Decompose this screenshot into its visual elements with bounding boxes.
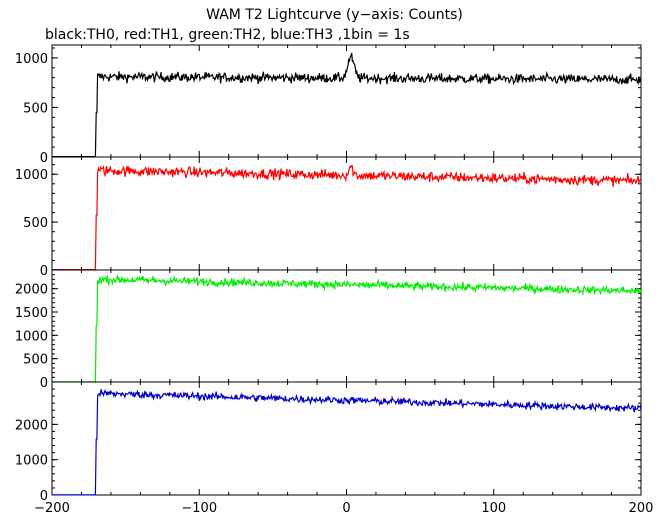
x-tick-label: −200 xyxy=(34,501,70,515)
series-line-th2 xyxy=(52,274,642,383)
series-line-th0 xyxy=(52,52,642,158)
series-line-th3 xyxy=(52,389,642,496)
y-tick-label: 2000 xyxy=(15,283,48,298)
panel-th0: 0 500 1000 xyxy=(15,44,642,166)
y-tick-label: 0 xyxy=(40,489,48,504)
x-tick-label: 100 xyxy=(481,501,506,515)
y-tick-label: 1000 xyxy=(15,454,48,469)
y-tick-label: 2000 xyxy=(15,418,48,433)
panel-th1: 0 500 1000 xyxy=(15,156,642,279)
y-tick-label: 500 xyxy=(23,101,48,116)
x-tick-label: −100 xyxy=(181,501,217,515)
series-line-th1 xyxy=(52,165,642,271)
y-tick-label: 0 xyxy=(40,264,48,279)
panel-th3: 0 1000 2000 xyxy=(15,381,642,504)
y-tick-label: 0 xyxy=(40,151,48,166)
y-tick-label: 1000 xyxy=(15,168,48,183)
y-tick-label: 500 xyxy=(23,353,48,368)
y-tick-label: 1000 xyxy=(15,329,48,344)
y-tick-label: 500 xyxy=(23,216,48,231)
panel-frame xyxy=(51,44,642,158)
y-tick-label: 0 xyxy=(40,376,48,391)
y-tick-label: 1000 xyxy=(15,52,48,67)
x-tick-label: 0 xyxy=(342,501,350,515)
x-tick-label: 200 xyxy=(629,501,654,515)
y-tick-label: 1500 xyxy=(15,306,48,321)
panel-th2: 0 500 1000 1500 2000 xyxy=(15,269,642,391)
panel-frame xyxy=(51,269,642,383)
chart-title: WAM T2 Lightcurve (y−axis: Counts) xyxy=(206,7,463,23)
chart-subtitle: black:TH0, red:TH1, green:TH2, blue:TH3 … xyxy=(45,27,410,43)
